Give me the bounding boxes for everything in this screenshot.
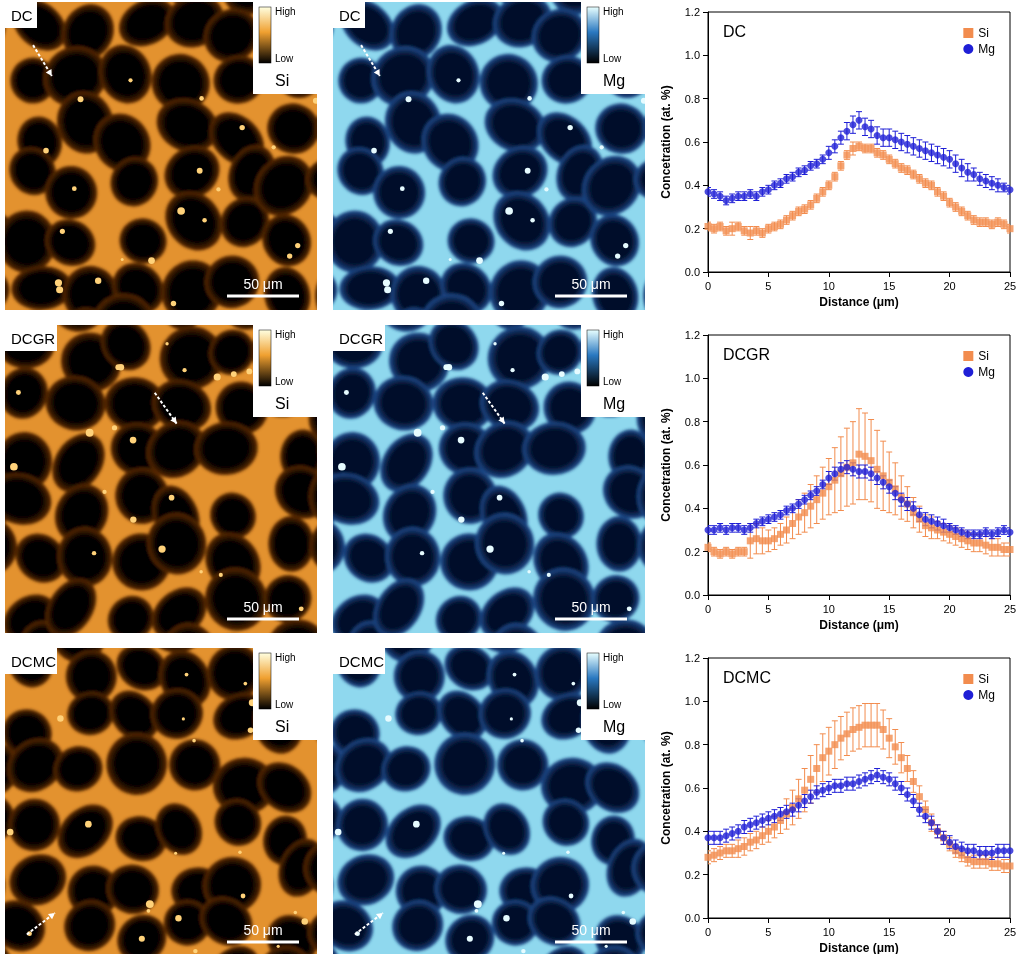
svg-text:Concetration (at. %): Concetration (at. %) (659, 731, 673, 844)
svg-text:Distance (μm): Distance (μm) (819, 941, 898, 954)
svg-text:Si: Si (275, 395, 289, 412)
svg-text:0: 0 (705, 926, 711, 938)
svg-text:15: 15 (883, 603, 895, 615)
svg-text:0.8: 0.8 (685, 739, 700, 751)
svg-text:DCGR: DCGR (11, 330, 55, 347)
svg-text:Mg: Mg (603, 718, 625, 735)
svg-text:High: High (603, 652, 624, 663)
svg-text:High: High (603, 6, 624, 17)
svg-text:DC: DC (11, 7, 33, 24)
svg-text:Mg: Mg (978, 42, 995, 56)
svg-text:Si: Si (978, 26, 989, 40)
svg-text:0.4: 0.4 (685, 179, 700, 191)
svg-text:0.4: 0.4 (685, 502, 700, 514)
svg-text:0: 0 (705, 280, 711, 292)
svg-text:0.0: 0.0 (685, 589, 700, 601)
svg-text:1.0: 1.0 (685, 695, 700, 707)
svg-text:Si: Si (978, 349, 989, 363)
svg-text:15: 15 (883, 280, 895, 292)
svg-text:High: High (275, 329, 296, 340)
svg-text:5: 5 (765, 280, 771, 292)
svg-text:DCGR: DCGR (723, 346, 770, 363)
svg-text:0.2: 0.2 (685, 223, 700, 235)
svg-text:5: 5 (765, 926, 771, 938)
svg-text:0.0: 0.0 (685, 266, 700, 278)
svg-text:50 μm: 50 μm (243, 276, 282, 292)
svg-text:Concetration (at. %): Concetration (at. %) (659, 85, 673, 198)
svg-text:High: High (275, 6, 296, 17)
svg-text:Concetration (at. %): Concetration (at. %) (659, 408, 673, 521)
svg-text:Low: Low (275, 376, 294, 387)
svg-text:20: 20 (943, 280, 955, 292)
svg-text:1.0: 1.0 (685, 372, 700, 384)
svg-text:Si: Si (978, 672, 989, 686)
svg-text:10: 10 (823, 603, 835, 615)
svg-text:Low: Low (275, 699, 294, 710)
svg-text:50 μm: 50 μm (571, 922, 610, 938)
svg-text:20: 20 (943, 926, 955, 938)
svg-text:Mg: Mg (603, 395, 625, 412)
svg-text:Si: Si (275, 718, 289, 735)
svg-text:0.8: 0.8 (685, 416, 700, 428)
svg-text:Distance (μm): Distance (μm) (819, 618, 898, 632)
svg-text:DC: DC (339, 7, 361, 24)
svg-text:10: 10 (823, 280, 835, 292)
svg-text:DC: DC (723, 23, 746, 40)
svg-text:1.2: 1.2 (685, 329, 700, 341)
svg-text:50 μm: 50 μm (571, 276, 610, 292)
svg-text:Mg: Mg (978, 688, 995, 702)
svg-text:0.0: 0.0 (685, 912, 700, 924)
svg-text:High: High (603, 329, 624, 340)
svg-text:5: 5 (765, 603, 771, 615)
svg-text:15: 15 (883, 926, 895, 938)
svg-text:20: 20 (943, 603, 955, 615)
svg-text:1.2: 1.2 (685, 652, 700, 664)
svg-text:Distance (μm): Distance (μm) (819, 295, 898, 309)
svg-text:DCGR: DCGR (339, 330, 383, 347)
svg-text:0.6: 0.6 (685, 136, 700, 148)
svg-text:Mg: Mg (978, 365, 995, 379)
svg-text:Low: Low (603, 376, 622, 387)
svg-text:DCMC: DCMC (339, 653, 384, 670)
svg-text:Mg: Mg (603, 72, 625, 89)
svg-text:1.2: 1.2 (685, 6, 700, 18)
svg-text:50 μm: 50 μm (571, 599, 610, 615)
svg-text:DCMC: DCMC (723, 669, 771, 686)
svg-text:DCMC: DCMC (11, 653, 56, 670)
svg-text:10: 10 (823, 926, 835, 938)
svg-text:25: 25 (1004, 926, 1016, 938)
svg-text:50 μm: 50 μm (243, 922, 282, 938)
svg-text:Low: Low (275, 53, 294, 64)
svg-text:25: 25 (1004, 603, 1016, 615)
svg-text:1.0: 1.0 (685, 49, 700, 61)
svg-text:High: High (275, 652, 296, 663)
svg-text:50 μm: 50 μm (243, 599, 282, 615)
svg-text:0.4: 0.4 (685, 825, 700, 837)
svg-text:0: 0 (705, 603, 711, 615)
svg-text:Low: Low (603, 53, 622, 64)
svg-text:0.2: 0.2 (685, 546, 700, 558)
svg-text:0.8: 0.8 (685, 93, 700, 105)
svg-text:Si: Si (275, 72, 289, 89)
svg-text:0.6: 0.6 (685, 459, 700, 471)
svg-text:0.6: 0.6 (685, 782, 700, 794)
svg-text:0.2: 0.2 (685, 869, 700, 881)
svg-text:25: 25 (1004, 280, 1016, 292)
svg-text:Low: Low (603, 699, 622, 710)
